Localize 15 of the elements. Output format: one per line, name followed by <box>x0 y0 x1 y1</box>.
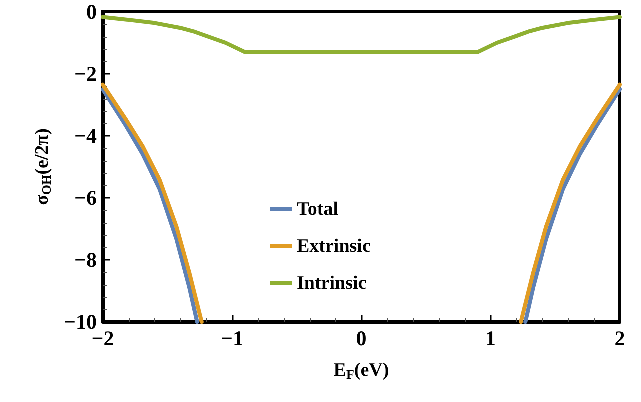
y-tick-label: −6 <box>74 186 97 210</box>
y-tick-label: −10 <box>64 310 97 334</box>
legend-label: Total <box>297 199 339 220</box>
x-tick-label: −1 <box>221 326 244 350</box>
y-axis-title: σOH(e/2π) <box>32 128 54 206</box>
x-tick-label: 0 <box>356 326 367 350</box>
y-tick-label: −4 <box>74 124 98 148</box>
y-tick-label: −8 <box>74 248 97 272</box>
line-series <box>101 15 622 54</box>
legend-label: Intrinsic <box>297 273 367 294</box>
x-tick-label: 2 <box>614 326 626 350</box>
y-tick-label: −2 <box>74 62 97 86</box>
legend-label: Extrinsic <box>297 236 371 257</box>
y-tick-label: 0 <box>86 0 97 24</box>
x-tick-label: 1 <box>486 326 496 350</box>
